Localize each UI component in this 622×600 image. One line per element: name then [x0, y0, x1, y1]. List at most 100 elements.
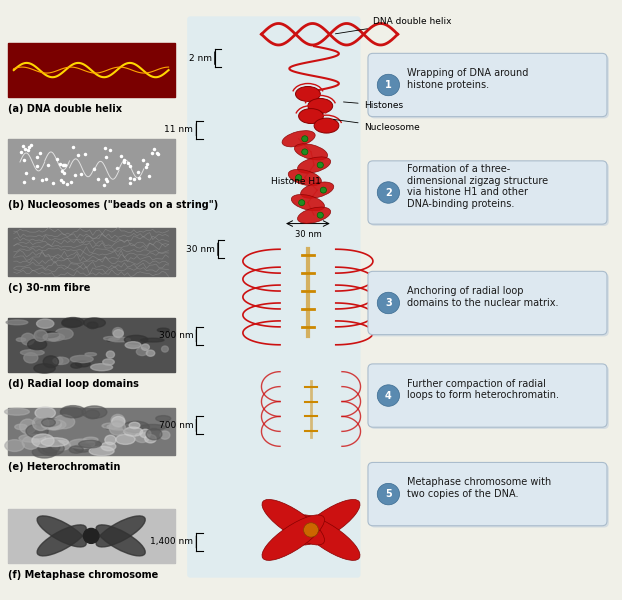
Ellipse shape: [6, 320, 28, 325]
Text: (e) Heterochromatin: (e) Heterochromatin: [7, 463, 120, 472]
Ellipse shape: [139, 424, 165, 430]
Text: 2: 2: [385, 187, 392, 197]
FancyBboxPatch shape: [7, 43, 175, 97]
Ellipse shape: [42, 439, 60, 454]
Ellipse shape: [21, 350, 44, 355]
Ellipse shape: [262, 499, 325, 545]
FancyBboxPatch shape: [368, 364, 607, 427]
Bar: [7, 318, 175, 371]
Ellipse shape: [43, 356, 58, 368]
Ellipse shape: [60, 406, 86, 418]
FancyBboxPatch shape: [7, 229, 175, 276]
FancyBboxPatch shape: [370, 365, 609, 429]
Ellipse shape: [62, 319, 81, 328]
Ellipse shape: [160, 431, 170, 439]
Text: DNA double helix: DNA double helix: [335, 17, 452, 34]
Text: Metaphase chromosome with
two copies of the DNA.: Metaphase chromosome with two copies of …: [407, 478, 551, 499]
Ellipse shape: [32, 416, 49, 431]
Text: 3: 3: [385, 298, 392, 308]
Ellipse shape: [111, 415, 124, 427]
Ellipse shape: [41, 438, 68, 446]
Circle shape: [378, 74, 399, 96]
Ellipse shape: [42, 418, 55, 427]
Ellipse shape: [162, 346, 169, 352]
FancyBboxPatch shape: [370, 163, 609, 226]
FancyBboxPatch shape: [7, 139, 175, 193]
Ellipse shape: [96, 516, 146, 547]
Circle shape: [302, 149, 308, 155]
Ellipse shape: [156, 416, 170, 421]
Circle shape: [378, 182, 399, 203]
Ellipse shape: [86, 410, 100, 419]
Ellipse shape: [20, 419, 36, 434]
Text: 700 nm: 700 nm: [159, 421, 193, 430]
Ellipse shape: [288, 169, 322, 185]
Ellipse shape: [55, 328, 73, 339]
Ellipse shape: [297, 207, 331, 223]
Ellipse shape: [46, 419, 62, 430]
Bar: [7, 229, 175, 276]
Ellipse shape: [146, 350, 155, 356]
Ellipse shape: [34, 330, 47, 341]
Text: Histone H1: Histone H1: [271, 177, 320, 186]
Ellipse shape: [145, 434, 156, 443]
Ellipse shape: [308, 98, 333, 113]
Circle shape: [304, 523, 318, 537]
Ellipse shape: [124, 427, 142, 436]
FancyBboxPatch shape: [368, 53, 607, 116]
Text: (f) Metaphase chromosome: (f) Metaphase chromosome: [7, 570, 158, 580]
FancyBboxPatch shape: [370, 273, 609, 337]
Ellipse shape: [27, 339, 47, 350]
Ellipse shape: [19, 434, 46, 442]
Text: Anchoring of radial loop
domains to the nuclear matrix.: Anchoring of radial loop domains to the …: [407, 286, 559, 308]
FancyBboxPatch shape: [187, 16, 361, 578]
Circle shape: [317, 162, 323, 168]
Ellipse shape: [109, 421, 126, 435]
Ellipse shape: [109, 337, 131, 342]
Ellipse shape: [83, 437, 98, 442]
Text: Nucleosome: Nucleosome: [333, 119, 419, 132]
Ellipse shape: [104, 337, 119, 340]
Ellipse shape: [282, 131, 315, 147]
Ellipse shape: [85, 353, 96, 356]
Ellipse shape: [69, 446, 83, 453]
Circle shape: [299, 200, 305, 206]
Circle shape: [378, 484, 399, 505]
Ellipse shape: [22, 436, 39, 449]
Ellipse shape: [62, 317, 84, 327]
Ellipse shape: [103, 359, 114, 365]
Ellipse shape: [104, 435, 116, 445]
Ellipse shape: [141, 344, 149, 350]
Ellipse shape: [136, 348, 148, 356]
Ellipse shape: [48, 333, 60, 341]
Ellipse shape: [123, 421, 149, 433]
Text: (b) Nucleosomes ("beads on a string"): (b) Nucleosomes ("beads on a string"): [7, 200, 218, 209]
Ellipse shape: [113, 328, 123, 337]
Ellipse shape: [112, 416, 125, 427]
Ellipse shape: [38, 442, 64, 455]
Ellipse shape: [70, 355, 93, 362]
Ellipse shape: [107, 424, 132, 430]
Text: 11 nm: 11 nm: [164, 125, 193, 134]
Ellipse shape: [300, 182, 334, 198]
Ellipse shape: [129, 422, 140, 428]
Circle shape: [378, 385, 399, 406]
FancyBboxPatch shape: [7, 318, 175, 371]
Ellipse shape: [314, 118, 339, 133]
Ellipse shape: [37, 332, 58, 338]
Ellipse shape: [83, 529, 99, 544]
Ellipse shape: [83, 318, 105, 328]
Text: 300 nm: 300 nm: [159, 331, 193, 340]
Ellipse shape: [15, 424, 27, 430]
FancyBboxPatch shape: [7, 407, 175, 455]
Ellipse shape: [53, 415, 75, 428]
Ellipse shape: [91, 364, 113, 371]
Ellipse shape: [71, 363, 81, 368]
Ellipse shape: [5, 440, 24, 451]
Ellipse shape: [52, 440, 70, 450]
Ellipse shape: [78, 440, 101, 448]
Ellipse shape: [37, 319, 54, 328]
Ellipse shape: [106, 338, 113, 341]
Ellipse shape: [299, 109, 323, 124]
Text: 2 nm: 2 nm: [189, 53, 212, 62]
